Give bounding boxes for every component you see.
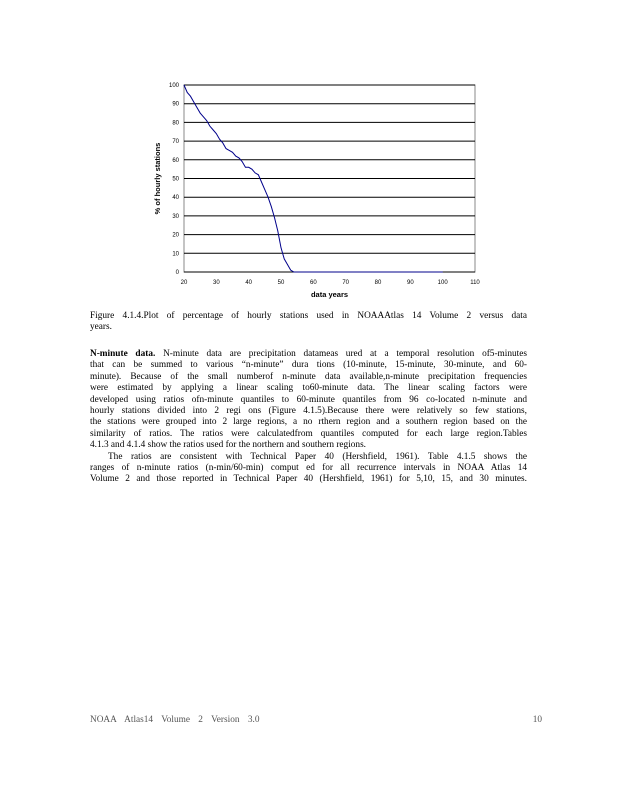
y-tick-label: 80 xyxy=(172,120,179,126)
data-point xyxy=(258,174,259,176)
x-tick-label: 30 xyxy=(213,280,220,286)
para-line: the stations were grouped into 2 large r… xyxy=(90,417,527,428)
data-point xyxy=(287,264,288,265)
paragraph-nminute: N-minute data. N-minute data are precipi… xyxy=(90,349,527,486)
data-point xyxy=(264,189,266,191)
x-tick-label: 100 xyxy=(438,280,449,286)
data-point xyxy=(216,133,217,134)
y-tick-label: 20 xyxy=(172,233,179,239)
x-tick-label: 40 xyxy=(245,280,252,286)
para-line: ranges of n-minute ratios (n-min/60-min)… xyxy=(90,463,527,474)
y-tick-label: 50 xyxy=(172,177,179,183)
data-point xyxy=(261,181,262,183)
footer-title: NOAA Atlas14 Volume 2 Version 3.0 xyxy=(90,715,260,725)
y-tick-label: 70 xyxy=(172,139,179,145)
y-tick-label: 0 xyxy=(176,270,180,276)
caption-line: Figure 4.1.4.Plot of percentage of hourl… xyxy=(90,311,527,321)
x-tick-label: 20 xyxy=(181,280,188,286)
para-line: similarity of ratios. The ratios were ca… xyxy=(90,428,527,439)
data-point xyxy=(228,150,230,151)
x-tick-label: 90 xyxy=(407,280,414,286)
x-tick-label: 70 xyxy=(342,280,349,286)
para-line: developed using ratios ofn-minute quanti… xyxy=(90,394,527,405)
caption-line: years. xyxy=(90,322,112,333)
data-point xyxy=(248,166,249,168)
data-point xyxy=(241,161,243,162)
x-tick-label: 80 xyxy=(375,280,382,286)
y-tick-label: 30 xyxy=(172,214,179,220)
data-point xyxy=(283,258,285,260)
data-point xyxy=(196,107,198,108)
para-line: were estimated by applying a linear scal… xyxy=(90,383,527,394)
data-point xyxy=(212,129,214,131)
data-point xyxy=(193,101,194,103)
data-point xyxy=(225,148,227,149)
data-point xyxy=(251,168,253,170)
data-point xyxy=(183,84,185,86)
data-point xyxy=(274,217,275,219)
data-point xyxy=(206,120,207,121)
para-line: minute). Because of the small numberof n… xyxy=(90,371,527,382)
para-line: The ratios are consistent with Technical… xyxy=(108,451,527,462)
data-point xyxy=(232,152,233,153)
data-point xyxy=(254,172,256,174)
data-point xyxy=(290,269,291,271)
y-tick-label: 90 xyxy=(172,102,179,108)
data-point xyxy=(219,138,220,140)
data-point xyxy=(267,196,269,198)
line-chart: 0 10 20 30 40 50 60 70 80 90 100 20 30 40 50 60 70 80 90 10… xyxy=(153,83,480,299)
data-point xyxy=(442,271,443,273)
x-tick-label: 60 xyxy=(310,280,317,286)
data-point xyxy=(293,271,295,273)
y-axis-label: % of hourly stations xyxy=(153,143,162,215)
x-tick-label: 110 xyxy=(470,280,480,286)
para-line: that can be summed to various “n-minute”… xyxy=(90,360,527,371)
y-tick-label: 60 xyxy=(172,158,179,164)
data-point xyxy=(271,206,272,207)
x-axis-label: data years xyxy=(311,290,348,299)
page-number: 10 xyxy=(532,715,542,725)
para-line: hourly stations divided into 2 regi ons … xyxy=(90,406,527,417)
data-point xyxy=(199,112,201,114)
section-heading: N-minute data. xyxy=(90,349,156,359)
data-point xyxy=(186,92,188,93)
x-tick-label: 50 xyxy=(278,280,285,286)
data-point xyxy=(245,166,246,168)
figure-caption: Figure 4.1.4.Plot of percentage of hourl… xyxy=(90,311,527,334)
y-tick-label: 100 xyxy=(169,83,180,89)
y-tick-label: 10 xyxy=(172,251,179,257)
data-point xyxy=(277,230,279,232)
data-point xyxy=(190,95,191,97)
para-line: N-minute data. N-minute data are precipi… xyxy=(90,349,527,360)
para-line: 4.1.3 and 4.1.4 show the ratios used for… xyxy=(90,440,367,451)
data-point xyxy=(209,125,211,127)
data-point xyxy=(238,157,240,159)
data-point xyxy=(280,247,282,248)
para-line: Volume 2 and those reported in Technical… xyxy=(90,474,527,485)
y-tick-label: 40 xyxy=(172,195,179,201)
data-point xyxy=(222,142,224,144)
data-point xyxy=(235,155,237,157)
data-point xyxy=(313,271,314,273)
data-point xyxy=(203,116,204,118)
para-text: N-minute data are precipitation datameas… xyxy=(163,349,527,359)
